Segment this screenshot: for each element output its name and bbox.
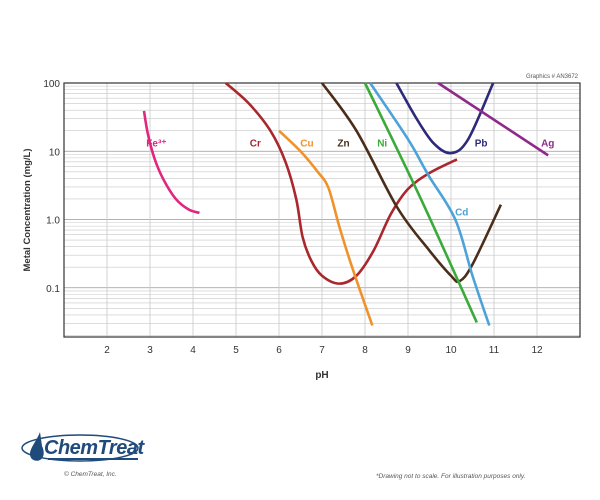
y-tick-label: 100 [43, 79, 60, 90]
series-line-fe [142, 110, 200, 215]
x-tick-label: 2 [104, 345, 110, 356]
series-label: Cr [250, 138, 261, 149]
y-tick-label: 0.1 [46, 284, 60, 295]
graphics-id: Graphics # AN3672 [525, 74, 578, 80]
y-tick-label: 10 [49, 147, 61, 158]
x-tick-label: 7 [319, 345, 325, 356]
footnote: *Drawing not to scale. For illustration … [376, 473, 526, 480]
series-line-ni [363, 82, 478, 324]
series-label: Ag [541, 138, 554, 149]
x-tick-label: 12 [531, 345, 543, 356]
y-tick-label: 1.0 [46, 216, 60, 227]
x-tick-label: 4 [190, 345, 196, 356]
series-label: Zn [337, 138, 349, 149]
x-tick-label: 6 [276, 345, 282, 356]
chart: 2 3 4 5 6 7 8 9 10 11 12 100 10 1.0 0.1 pH Metal Concent… [22, 79, 581, 381]
series-line-pb [395, 82, 495, 155]
series-line-cu [278, 129, 374, 326]
series-label: Cu [300, 138, 313, 149]
x-axis-label: pH [315, 370, 328, 381]
series-label: Cd [455, 208, 468, 219]
series-label: Ni [377, 138, 387, 149]
chemtreat-logo: ChemTreat [18, 430, 148, 480]
series-line-cr [224, 82, 458, 285]
series-label: Fe³⁺ [146, 138, 166, 149]
series-line-zn [320, 82, 503, 284]
x-tick-label: 9 [405, 345, 411, 356]
logo-drop-icon [21, 432, 139, 462]
x-tick-label: 8 [362, 345, 368, 356]
series-line-ag [437, 81, 549, 157]
logo-text: ChemTreat [44, 437, 144, 459]
copyright: © ChemTreat, Inc. [64, 471, 117, 478]
x-tick-label: 5 [233, 345, 239, 356]
x-tick-label: 3 [147, 345, 153, 356]
y-axis-label: Metal Concentration (mg/L) [22, 149, 33, 272]
series-line-cd [369, 82, 491, 326]
series-label: Pb [475, 138, 488, 149]
x-tick-label: 10 [445, 345, 457, 356]
x-tick-label: 11 [489, 345, 500, 356]
